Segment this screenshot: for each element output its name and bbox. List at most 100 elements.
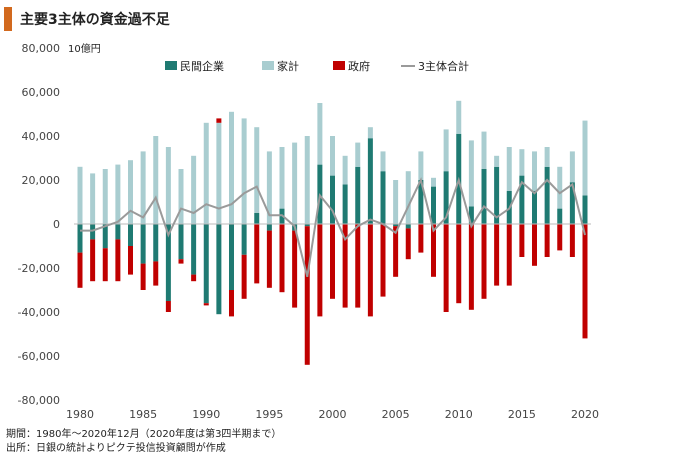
- bar-corporate-2003: [367, 138, 373, 224]
- legend-label: 民間企業: [180, 59, 224, 73]
- bar-corporate-2013: [494, 166, 500, 224]
- bar-government-2014: [506, 224, 512, 286]
- bar-household-2004: [380, 151, 386, 172]
- bar-government-1981: [90, 239, 96, 282]
- y-tick-label: -40,000: [18, 306, 60, 319]
- bar-corporate-1985: [140, 224, 146, 264]
- bar-government-1998: [304, 226, 310, 365]
- bar-household-2006: [405, 171, 411, 224]
- bars-layer: [77, 100, 588, 365]
- bar-corporate-1982: [102, 224, 108, 249]
- bar-government-2011: [468, 224, 474, 310]
- y-tick-label: -80,000: [18, 394, 60, 407]
- period-note: 期間：1980年～2020年12月（2020年度は第3四半期まで）: [6, 429, 282, 440]
- bar-household-1991: [216, 122, 222, 224]
- bar-government-1983: [115, 239, 121, 282]
- bar-government-1984: [128, 246, 133, 275]
- bar-household-1987: [165, 147, 171, 224]
- bar-government-2002: [355, 224, 361, 308]
- legend-label: 政府: [348, 59, 370, 73]
- bar-government-1980: [77, 252, 83, 288]
- x-tick-label: 1995: [255, 408, 283, 421]
- bar-corporate-2006: [405, 224, 411, 229]
- y-tick-label: 60,000: [22, 86, 61, 99]
- bar-household-2007: [418, 151, 424, 180]
- bar-government-2016: [532, 224, 537, 266]
- bar-government-1985: [140, 263, 146, 290]
- bar-corporate-1990: [203, 224, 209, 304]
- page-title: 主要3主体の資金過不足: [20, 12, 170, 28]
- bar-government-1997: [292, 230, 298, 308]
- bar-corporate-2007: [418, 180, 424, 224]
- x-tick-label: 1980: [66, 408, 94, 421]
- bar-government-2001: [342, 224, 348, 308]
- legend-label: 3主体合計: [418, 59, 469, 73]
- bar-government-1986: [153, 261, 159, 286]
- bar-corporate-1986: [153, 224, 159, 262]
- bar-corporate-2012: [481, 169, 487, 224]
- bar-corporate-1993: [241, 224, 247, 255]
- bar-corporate-2018: [557, 208, 563, 224]
- bar-corporate-1991: [216, 224, 222, 315]
- bar-household-1994: [254, 127, 260, 213]
- legend-swatch-0: [165, 61, 177, 70]
- bar-government-2019: [569, 224, 575, 257]
- bar-household-2009: [443, 129, 449, 172]
- bar-government-2010: [456, 224, 462, 304]
- x-tick-label: 1985: [129, 408, 157, 421]
- bar-household-1983: [115, 164, 121, 224]
- bar-corporate-2017: [544, 166, 550, 224]
- bar-household-1986: [153, 136, 159, 224]
- bar-corporate-1987: [165, 224, 171, 301]
- bar-government-1987: [165, 301, 171, 312]
- bar-household-1982: [102, 169, 108, 224]
- y-tick-label: 0: [53, 218, 60, 231]
- bar-household-2014: [506, 147, 512, 191]
- bar-corporate-1995: [266, 224, 272, 231]
- bar-household-2018: [557, 166, 563, 209]
- unit-label: 10億円: [68, 42, 101, 55]
- bar-household-2019: [569, 151, 575, 183]
- bar-government-1996: [279, 224, 285, 293]
- bar-government-2015: [519, 224, 525, 257]
- bar-government-2007: [418, 224, 424, 253]
- bar-government-1992: [229, 290, 234, 317]
- bar-corporate-1992: [229, 224, 234, 290]
- y-tick-label: 80,000: [22, 42, 61, 55]
- bar-corporate-1994: [254, 213, 260, 224]
- bar-household-2016: [532, 151, 537, 191]
- bar-government-2006: [405, 228, 411, 260]
- source-note: 出所：日銀の統計よりピクテ投信投資顧問が作成: [6, 443, 226, 454]
- bar-government-1995: [266, 230, 272, 288]
- x-tick-label: 2010: [445, 408, 473, 421]
- y-tick-label: -60,000: [18, 350, 60, 363]
- bar-government-2012: [481, 224, 487, 299]
- bar-household-2003: [367, 127, 373, 139]
- bar-government-1993: [241, 254, 247, 299]
- bar-household-1996: [279, 147, 285, 209]
- bar-household-2005: [393, 180, 399, 224]
- bar-government-1991: [216, 118, 222, 123]
- bar-government-2020: [582, 224, 588, 339]
- bar-government-2009: [443, 224, 449, 312]
- bar-corporate-2002: [355, 166, 361, 224]
- bar-household-1984: [128, 160, 133, 224]
- bar-corporate-1984: [128, 224, 133, 246]
- bar-corporate-2001: [342, 184, 348, 224]
- bar-government-2013: [494, 224, 500, 286]
- bar-corporate-2000: [330, 175, 335, 224]
- bar-household-1995: [266, 151, 272, 224]
- bar-household-1985: [140, 151, 146, 224]
- y-axis-ticks: -80,000 -60,000 -40,000 -20,000 0 20,000 40,00…: [18, 42, 60, 407]
- bar-household-2020: [582, 120, 588, 196]
- x-tick-label: 1990: [192, 408, 220, 421]
- bar-household-1988: [178, 169, 184, 224]
- bar-government-1989: [191, 274, 197, 282]
- legend: 民間企業 家計 政府 3主体合計: [165, 59, 469, 73]
- legend-label: 家計: [277, 59, 299, 73]
- x-tick-label: 2005: [382, 408, 410, 421]
- bar-government-2003: [367, 224, 373, 317]
- title-accent-bar: [4, 7, 12, 31]
- bar-corporate-2004: [380, 171, 386, 224]
